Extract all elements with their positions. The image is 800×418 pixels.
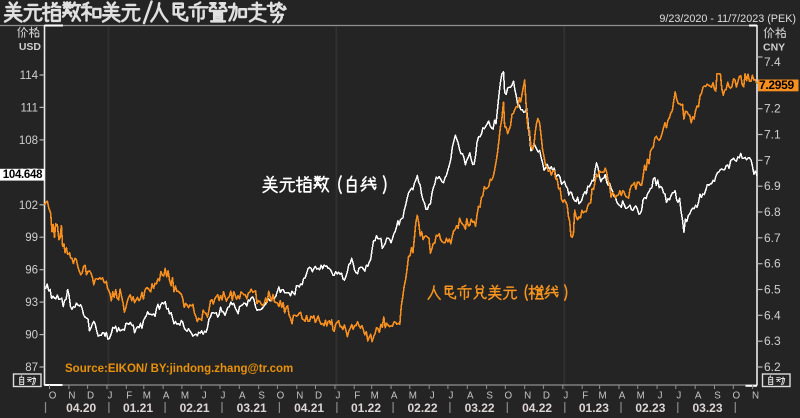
svg-text:M: M bbox=[181, 391, 189, 402]
svg-text:87: 87 bbox=[25, 362, 38, 374]
svg-text:N: N bbox=[524, 391, 531, 402]
svg-text:O: O bbox=[49, 391, 57, 402]
svg-text:6.7: 6.7 bbox=[764, 231, 781, 245]
svg-text:A: A bbox=[695, 391, 702, 402]
svg-text:F: F bbox=[126, 391, 132, 402]
svg-text:M: M bbox=[637, 391, 645, 402]
svg-text:O: O bbox=[504, 391, 512, 402]
svg-text:6.4: 6.4 bbox=[764, 308, 781, 322]
svg-text:CNY: CNY bbox=[763, 42, 785, 54]
svg-text:7.2959: 7.2959 bbox=[759, 78, 795, 92]
svg-text:F: F bbox=[582, 391, 588, 402]
svg-text:7: 7 bbox=[764, 153, 771, 167]
svg-text:104.648: 104.648 bbox=[3, 169, 43, 181]
svg-text:04.20: 04.20 bbox=[66, 401, 96, 413]
svg-text:J: J bbox=[448, 391, 453, 402]
svg-text:6.2: 6.2 bbox=[764, 360, 781, 374]
svg-text:6.9: 6.9 bbox=[764, 179, 781, 193]
svg-text:Source:EIKON/ BY:jindong.zhang: Source:EIKON/ BY:jindong.zhang@tr.com bbox=[65, 363, 293, 375]
svg-text:A: A bbox=[467, 391, 474, 402]
svg-text:111: 111 bbox=[21, 102, 38, 114]
svg-text:03.21: 03.21 bbox=[237, 401, 267, 413]
svg-text:J: J bbox=[202, 391, 207, 402]
svg-text:102: 102 bbox=[19, 200, 38, 212]
svg-text:04.21: 04.21 bbox=[294, 401, 324, 413]
svg-text:S: S bbox=[486, 391, 493, 402]
svg-text:J: J bbox=[658, 391, 663, 402]
svg-text:7.4: 7.4 bbox=[764, 55, 781, 69]
svg-text:D: D bbox=[87, 391, 94, 402]
svg-text:J: J bbox=[676, 391, 681, 402]
svg-text:USD: USD bbox=[19, 41, 42, 53]
svg-text:O: O bbox=[732, 391, 740, 402]
svg-text:99: 99 bbox=[25, 232, 38, 244]
svg-text:6.6: 6.6 bbox=[764, 257, 781, 271]
svg-text:93: 93 bbox=[25, 297, 38, 309]
svg-text:6.5: 6.5 bbox=[764, 283, 781, 297]
svg-text:A: A bbox=[163, 391, 170, 402]
svg-text:J: J bbox=[107, 391, 112, 402]
svg-text:M: M bbox=[599, 391, 607, 402]
svg-text:01.23: 01.23 bbox=[579, 401, 609, 413]
svg-text:J: J bbox=[563, 391, 568, 402]
svg-text:114: 114 bbox=[20, 70, 39, 82]
svg-text:02.21: 02.21 bbox=[180, 401, 210, 413]
svg-text:9/23/2020 - 11/7/2023 (PEK): 9/23/2020 - 11/7/2023 (PEK) bbox=[659, 13, 796, 25]
svg-text:N: N bbox=[68, 391, 75, 402]
svg-text:96: 96 bbox=[25, 265, 38, 277]
svg-text:6.3: 6.3 bbox=[764, 334, 781, 348]
svg-text:04.22: 04.22 bbox=[522, 401, 552, 413]
svg-text:A: A bbox=[391, 391, 398, 402]
svg-text:F: F bbox=[354, 391, 360, 402]
svg-text:M: M bbox=[371, 391, 379, 402]
svg-text:S: S bbox=[714, 391, 721, 402]
svg-text:02.23: 02.23 bbox=[635, 401, 665, 413]
svg-text:6.8: 6.8 bbox=[764, 205, 781, 219]
svg-text:M: M bbox=[409, 391, 417, 402]
svg-text:7.1: 7.1 bbox=[764, 128, 781, 142]
svg-text:108: 108 bbox=[19, 135, 38, 147]
svg-text:O: O bbox=[277, 391, 285, 402]
svg-text:D: D bbox=[315, 391, 322, 402]
svg-text:J: J bbox=[221, 391, 226, 402]
svg-text:03.23: 03.23 bbox=[692, 401, 722, 413]
svg-text:N: N bbox=[296, 391, 303, 402]
svg-text:J: J bbox=[335, 391, 340, 402]
svg-text:S: S bbox=[258, 391, 265, 402]
svg-text:01.22: 01.22 bbox=[351, 401, 381, 413]
svg-text:M: M bbox=[143, 391, 151, 402]
svg-text:N: N bbox=[752, 391, 759, 402]
svg-text:01.21: 01.21 bbox=[123, 401, 153, 413]
svg-text:D: D bbox=[543, 391, 550, 402]
svg-text:A: A bbox=[619, 391, 626, 402]
svg-text:A: A bbox=[239, 391, 246, 402]
svg-text:02.22: 02.22 bbox=[407, 401, 437, 413]
svg-text:90: 90 bbox=[25, 330, 38, 342]
svg-text:7.2: 7.2 bbox=[764, 102, 781, 116]
svg-text:03.22: 03.22 bbox=[465, 401, 495, 413]
svg-text:J: J bbox=[430, 391, 435, 402]
